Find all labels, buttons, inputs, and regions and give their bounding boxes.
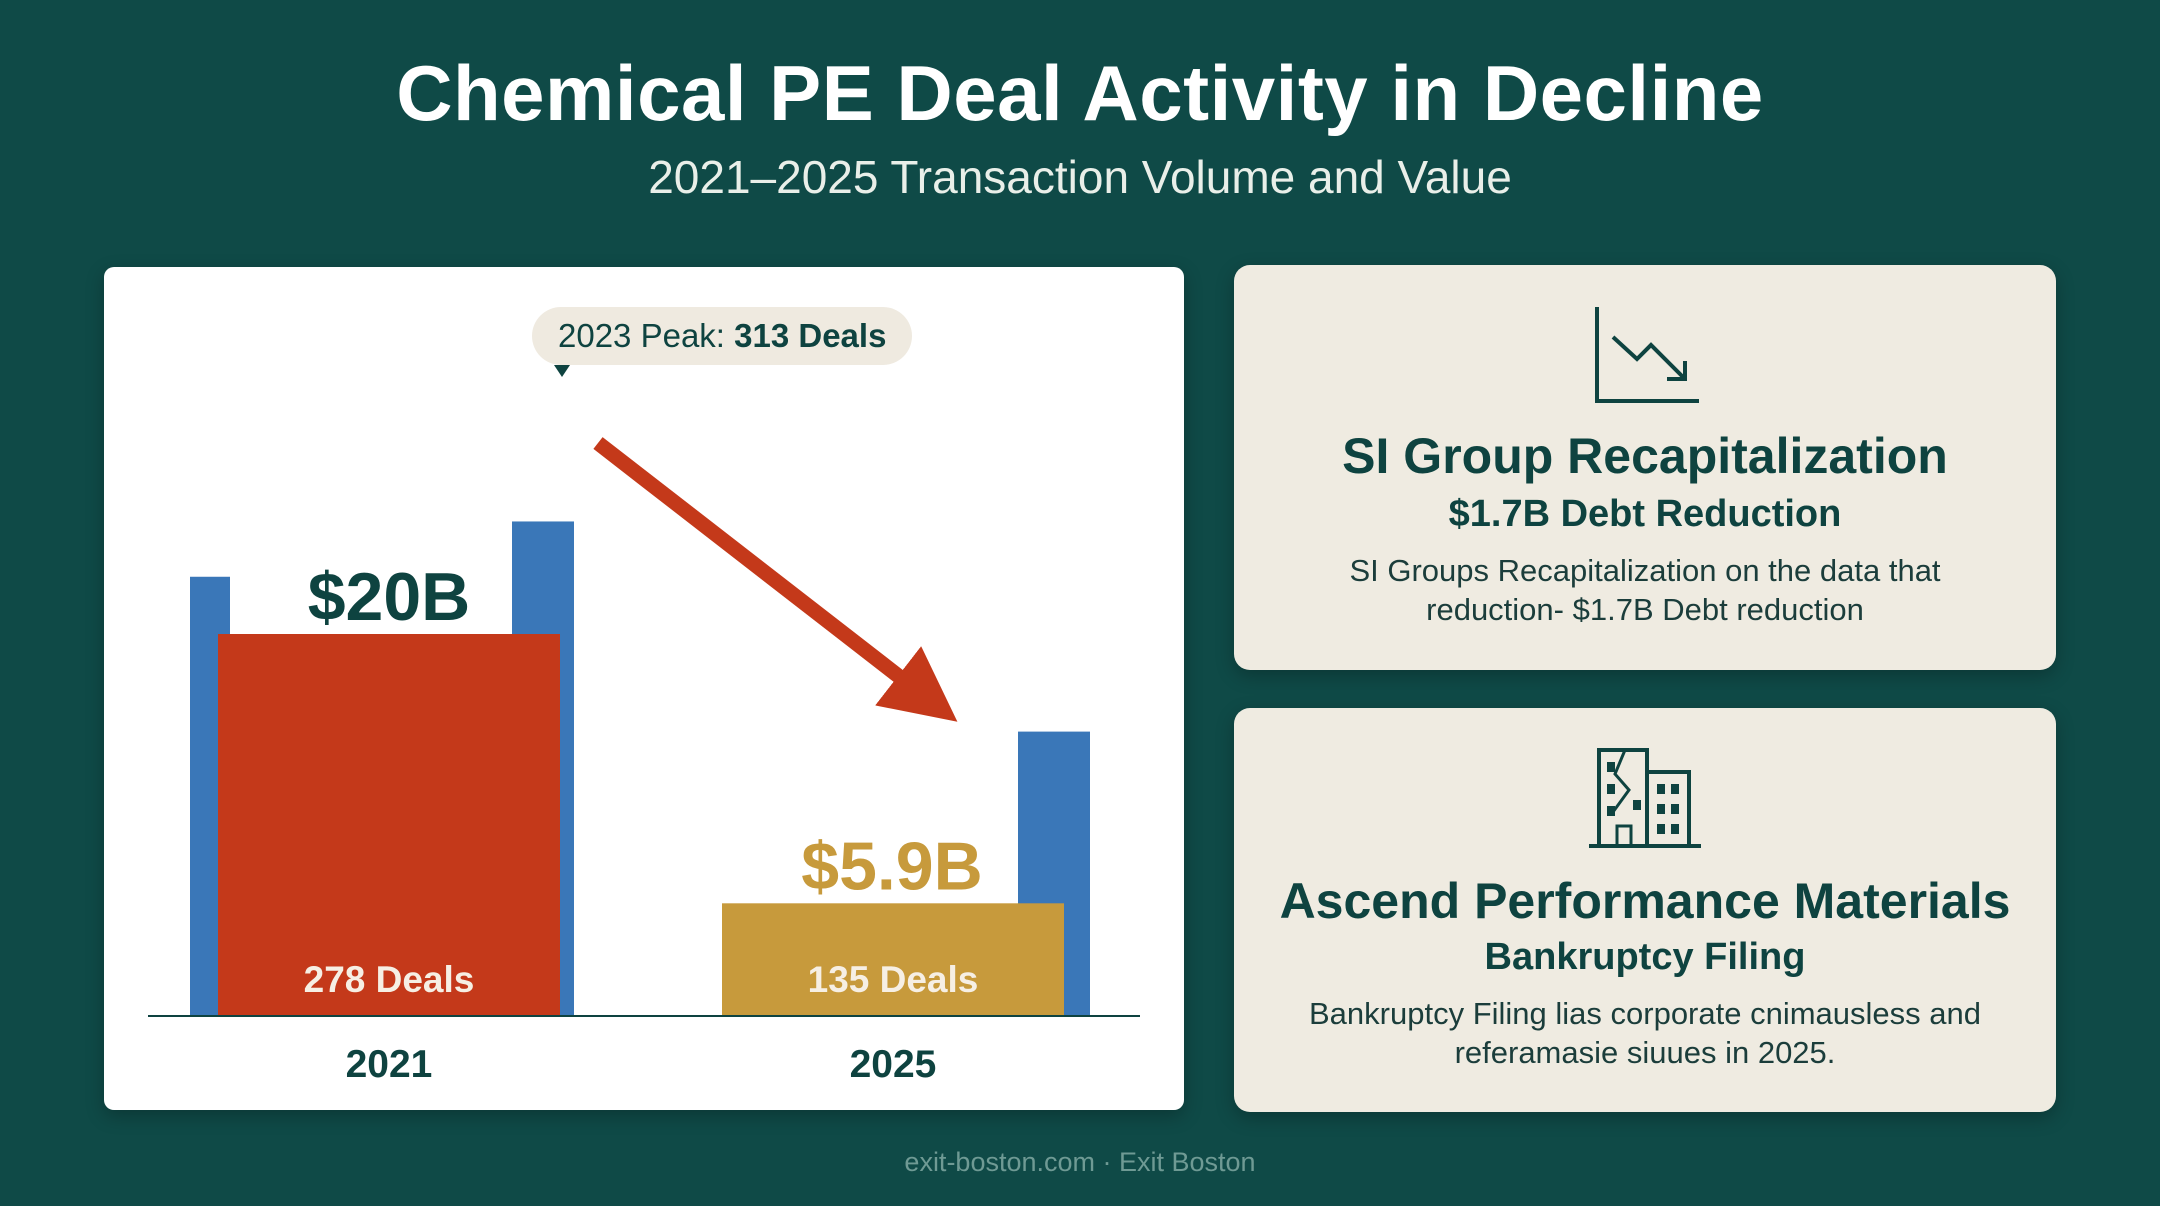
peak-callout-value: 313 Deals [734,317,887,354]
peak-callout-pointer [554,365,570,377]
peak-callout-prefix: 2023 Peak: [558,317,735,354]
x-tick-2021: 2021 [346,1043,433,1086]
si-group-title: SI Group Recapitalization [1342,428,1948,484]
footer-credit: exit-boston.com · Exit Boston [904,1147,1256,1177]
si-group-card: SI Group Recapitalization $1.7B Debt Red… [1234,265,2056,670]
ascend-body: Bankruptcy Filing lias corporate cnimaus… [1309,996,1981,1070]
value-label-2025: $5.9B [801,828,982,904]
value-bar-2021 [218,634,560,1016]
decline-trend-arrow [593,437,958,722]
ascend-title: Ascend Performance Materials [1279,873,2011,929]
page-title: Chemical PE Deal Activity in Decline [396,49,1764,137]
si-group-body: SI Groups Recapitalization on the data t… [1349,553,1941,627]
ascend-subtitle: Bankruptcy Filing [1484,936,1806,978]
cracked-building-icon [1589,748,1701,848]
deal-chart: $20B 278 Deals 2021 $5.9B 135 Deals 2025 [148,437,1140,1086]
chart-panel: $20B 278 Deals 2021 $5.9B 135 Deals 2025 2023… [104,267,1184,1110]
page-subtitle: 2021–2025 Transaction Volume and Value [648,151,1512,203]
peak-callout: 2023 Peak: 313 Deals [532,307,913,365]
si-group-subtitle: $1.7B Debt Reduction [1448,493,1842,535]
value-bar-2025 [722,903,1064,1016]
trend-down-chart-icon [1595,307,1699,403]
value-label-2021: $20B [308,559,471,635]
deal-label-2021: 278 Deals [304,959,475,1000]
ascend-card: Ascend Performance Materials Bankruptcy … [1234,708,2056,1112]
x-tick-2025: 2025 [850,1043,937,1086]
deal-label-2025: 135 Deals [808,959,979,1000]
